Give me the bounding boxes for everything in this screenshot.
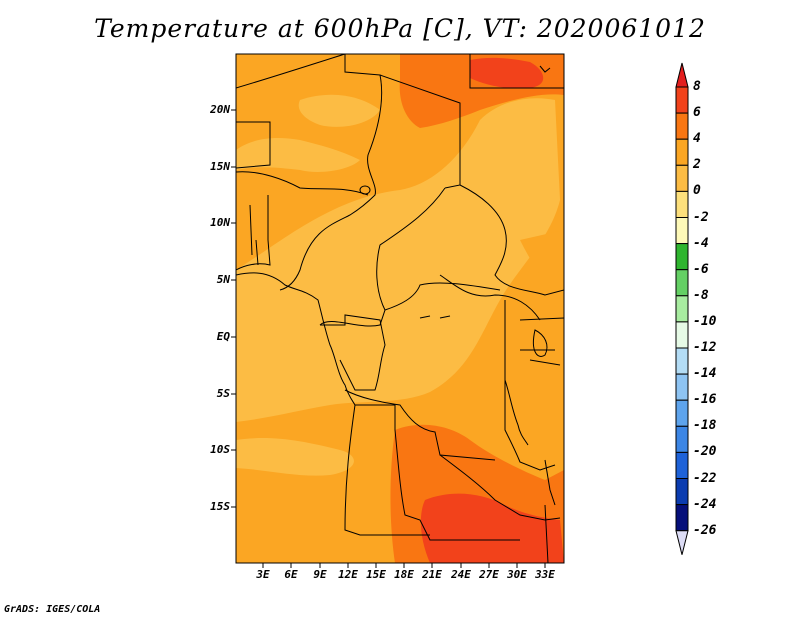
border-algeria-mali (236, 54, 346, 89)
border-east-africa (519, 317, 564, 366)
colorbar-label: -14 (693, 366, 717, 382)
lake-malawi (544, 459, 556, 506)
border-togo-ghana (249, 204, 259, 266)
colorbar-swatch (675, 295, 689, 323)
border-moz-zim (544, 504, 549, 563)
border-libya-egypt-sudan (469, 54, 564, 89)
lat-label-20n: 20N (210, 103, 230, 116)
colorbar-swatch (675, 190, 689, 218)
lat-label-15n: 15N (210, 160, 230, 173)
colorbar-label: -12 (693, 340, 717, 355)
border-zambia-zimbabwe (439, 454, 561, 521)
lat-label-5n: 5N (216, 273, 230, 286)
border-car-drc (384, 282, 501, 311)
lon-label-30e: 30E (507, 568, 527, 581)
border-benin-nigeria (236, 195, 271, 271)
border-chad-car (319, 187, 446, 327)
border-chad-nigeria-cameroon (279, 74, 383, 291)
border-angola-zambia (355, 404, 520, 541)
colorbar-label: 4 (693, 131, 701, 147)
lat-label-5s: 5S (216, 387, 230, 400)
colorbar-swatch (675, 217, 689, 245)
colorbar-label: -16 (693, 392, 717, 408)
field-6-8-south (420, 493, 564, 563)
lake-chad (359, 185, 371, 195)
lon-ticks (262, 563, 546, 568)
colorbar-label: -20 (693, 444, 717, 460)
lake-victoria (532, 329, 548, 357)
colorbar (675, 62, 689, 555)
coastline-gulf-of-guinea (236, 272, 356, 406)
river-congo (419, 315, 451, 319)
colorbar-swatch (675, 138, 689, 166)
temperature-field (236, 54, 564, 563)
colorbar-swatch (675, 164, 689, 192)
colorbar-swatch (675, 373, 689, 401)
lat-label-10n: 10N (210, 216, 230, 229)
colorbar-swatch (675, 269, 689, 297)
map-title: Temperature at 600hPa [C], VT: 202006101… (94, 14, 706, 43)
colorbar-max-triangle (675, 62, 689, 88)
colorbar-label: -2 (693, 209, 709, 225)
colorbar-swatch (675, 478, 689, 506)
colorbar-label: -22 (693, 470, 717, 486)
colorbar-swatch (675, 321, 689, 349)
lon-label-24e: 24E (451, 568, 471, 581)
field-4-6-east (520, 230, 564, 300)
border-drc-angola (344, 389, 496, 461)
colorbar-label: -18 (693, 418, 717, 434)
country-borders (236, 54, 564, 563)
lat-label-10s: 10S (210, 443, 230, 456)
colorbar-label: -10 (693, 313, 717, 329)
lon-label-12e: 12E (338, 568, 358, 581)
lake-tanganyika (504, 379, 529, 446)
field-0-2-central (236, 98, 560, 423)
lon-label-33e: 33E (535, 568, 555, 581)
field-0-2-north (298, 94, 380, 127)
colorbar-label: 8 (693, 79, 701, 94)
colorbar-label: 2 (693, 157, 701, 173)
border-mali-burkina (236, 121, 271, 169)
colorbar-label: -24 (693, 496, 717, 512)
field-0-2-west-sahel (236, 138, 360, 172)
lon-label-15e: 15E (366, 568, 386, 581)
colorbar-swatch (675, 112, 689, 140)
border-sudan-ssudan (459, 184, 564, 296)
lon-label-9e: 9E (313, 568, 327, 581)
colorbar-swatch (675, 243, 689, 271)
colorbar-swatch (675, 504, 689, 532)
field-6-8-sahara (410, 72, 450, 91)
field-0-2-southwest (236, 438, 354, 476)
border-niger-nigeria (236, 171, 369, 196)
grads-credit: GrADS: IGES/COLA (4, 604, 101, 615)
colorbar-swatch (675, 86, 689, 114)
lat-label-eq: EQ (216, 330, 230, 343)
nile-delta (539, 65, 551, 73)
colorbar-min-triangle (675, 530, 689, 555)
colorbar-swatch (675, 347, 689, 375)
lon-label-18e: 18E (394, 568, 414, 581)
colorbar-label: 0 (693, 183, 701, 199)
field-6-8-northeast (470, 57, 544, 89)
colorbar-swatch (675, 399, 689, 427)
border-drc-east (504, 300, 556, 471)
colorbar-swatch (675, 451, 689, 479)
lon-label-6e: 6E (284, 568, 298, 581)
lon-label-27e: 27E (479, 568, 499, 581)
lat-label-15s: 15S (210, 500, 230, 513)
map-frame (235, 53, 565, 564)
colorbar-label: -4 (693, 235, 709, 251)
colorbar-swatch (675, 425, 689, 453)
border-niger-libya-chad (344, 54, 461, 189)
colorbar-label: -26 (693, 522, 717, 538)
lon-label-21e: 21E (422, 568, 442, 581)
colorbar-label: 6 (693, 105, 701, 121)
border-congo-gabon (320, 314, 386, 391)
lon-label-3e: 3E (256, 568, 270, 581)
colorbar-label: -8 (693, 287, 709, 303)
border-angola-namibia (344, 404, 430, 536)
colorbar-label: -6 (693, 261, 709, 277)
lat-ticks (231, 109, 236, 508)
